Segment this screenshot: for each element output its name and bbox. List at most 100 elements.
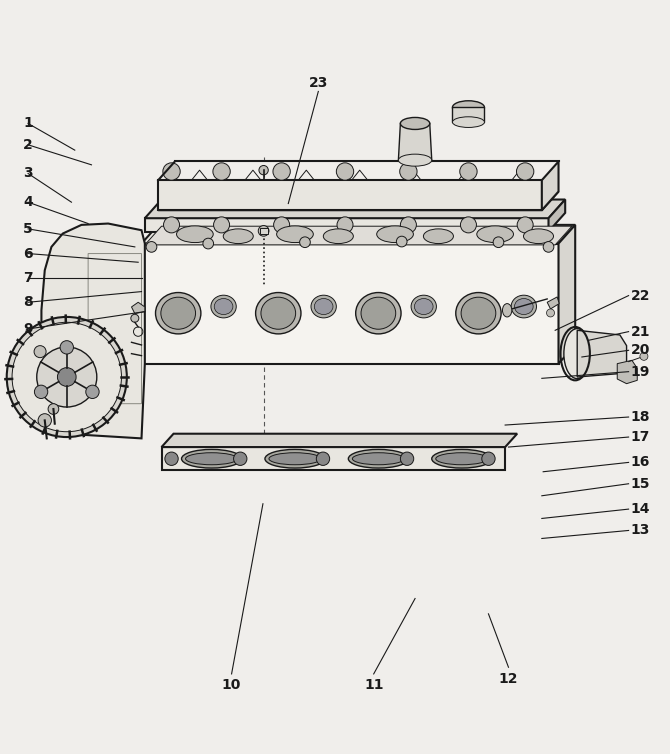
Polygon shape	[145, 200, 565, 218]
Circle shape	[38, 414, 52, 427]
Text: 16: 16	[631, 455, 651, 470]
Text: 14: 14	[631, 502, 651, 516]
Ellipse shape	[255, 293, 301, 334]
Ellipse shape	[361, 297, 396, 329]
Circle shape	[400, 163, 417, 180]
Text: 5: 5	[23, 222, 33, 236]
Ellipse shape	[161, 297, 196, 329]
Text: 4: 4	[23, 195, 33, 209]
Polygon shape	[559, 225, 576, 363]
Circle shape	[258, 225, 269, 236]
Ellipse shape	[452, 117, 484, 127]
Circle shape	[460, 163, 477, 180]
Polygon shape	[141, 244, 559, 363]
Circle shape	[493, 237, 504, 247]
Circle shape	[640, 352, 648, 360]
Circle shape	[163, 217, 180, 233]
Polygon shape	[542, 161, 559, 210]
Ellipse shape	[311, 296, 336, 318]
Ellipse shape	[431, 449, 492, 468]
Circle shape	[273, 163, 290, 180]
Text: 22: 22	[631, 289, 651, 302]
Ellipse shape	[352, 452, 405, 464]
Circle shape	[165, 452, 178, 465]
Ellipse shape	[155, 293, 201, 334]
Text: 23: 23	[309, 76, 328, 90]
Text: 21: 21	[631, 325, 651, 339]
Text: 7: 7	[23, 271, 33, 285]
Bar	[259, 228, 267, 234]
Polygon shape	[158, 180, 542, 210]
Circle shape	[517, 217, 533, 233]
Polygon shape	[617, 360, 637, 384]
Ellipse shape	[515, 299, 533, 314]
Ellipse shape	[452, 101, 484, 114]
Text: 17: 17	[631, 430, 651, 444]
Ellipse shape	[182, 449, 242, 468]
Circle shape	[336, 163, 354, 180]
Text: 13: 13	[631, 523, 651, 538]
Circle shape	[213, 163, 230, 180]
Text: 19: 19	[631, 365, 651, 379]
Polygon shape	[141, 225, 576, 244]
Circle shape	[482, 452, 495, 465]
Text: 15: 15	[631, 477, 651, 491]
Ellipse shape	[564, 329, 590, 379]
Circle shape	[203, 238, 214, 249]
Circle shape	[543, 241, 554, 253]
Circle shape	[163, 163, 180, 180]
Circle shape	[299, 237, 310, 247]
Ellipse shape	[523, 229, 553, 244]
Text: 8: 8	[23, 296, 33, 309]
Circle shape	[7, 317, 127, 437]
Circle shape	[316, 452, 330, 465]
Text: 20: 20	[631, 343, 651, 357]
Polygon shape	[577, 330, 626, 377]
Ellipse shape	[477, 226, 513, 243]
Polygon shape	[161, 434, 517, 447]
Ellipse shape	[356, 293, 401, 334]
Circle shape	[58, 368, 76, 386]
Text: 3: 3	[23, 167, 33, 180]
Circle shape	[131, 314, 139, 322]
Ellipse shape	[415, 299, 433, 314]
Ellipse shape	[324, 229, 353, 244]
Circle shape	[34, 345, 46, 357]
Circle shape	[214, 217, 230, 233]
Circle shape	[517, 163, 534, 180]
Ellipse shape	[186, 452, 238, 464]
Circle shape	[547, 309, 555, 317]
Ellipse shape	[461, 297, 496, 329]
Polygon shape	[42, 223, 145, 438]
Polygon shape	[158, 192, 559, 210]
Ellipse shape	[456, 293, 501, 334]
Circle shape	[460, 217, 476, 233]
Circle shape	[12, 322, 121, 432]
Circle shape	[86, 385, 99, 399]
Text: 6: 6	[23, 247, 33, 261]
Ellipse shape	[399, 154, 431, 166]
Ellipse shape	[277, 226, 314, 243]
Polygon shape	[547, 297, 559, 309]
Ellipse shape	[377, 226, 413, 243]
Circle shape	[34, 385, 48, 399]
Polygon shape	[161, 447, 505, 470]
Ellipse shape	[214, 299, 233, 314]
Circle shape	[37, 347, 96, 407]
Circle shape	[234, 452, 247, 465]
Ellipse shape	[423, 229, 454, 244]
Ellipse shape	[223, 229, 253, 244]
Text: 11: 11	[364, 679, 383, 692]
Text: 2: 2	[23, 138, 33, 152]
Ellipse shape	[261, 297, 295, 329]
Ellipse shape	[211, 296, 237, 318]
Circle shape	[48, 403, 59, 415]
Circle shape	[401, 452, 414, 465]
Text: 18: 18	[631, 410, 651, 424]
Polygon shape	[145, 226, 572, 245]
Ellipse shape	[269, 452, 321, 464]
Circle shape	[273, 217, 289, 233]
Polygon shape	[100, 363, 111, 380]
Ellipse shape	[176, 226, 213, 243]
Polygon shape	[452, 107, 484, 122]
